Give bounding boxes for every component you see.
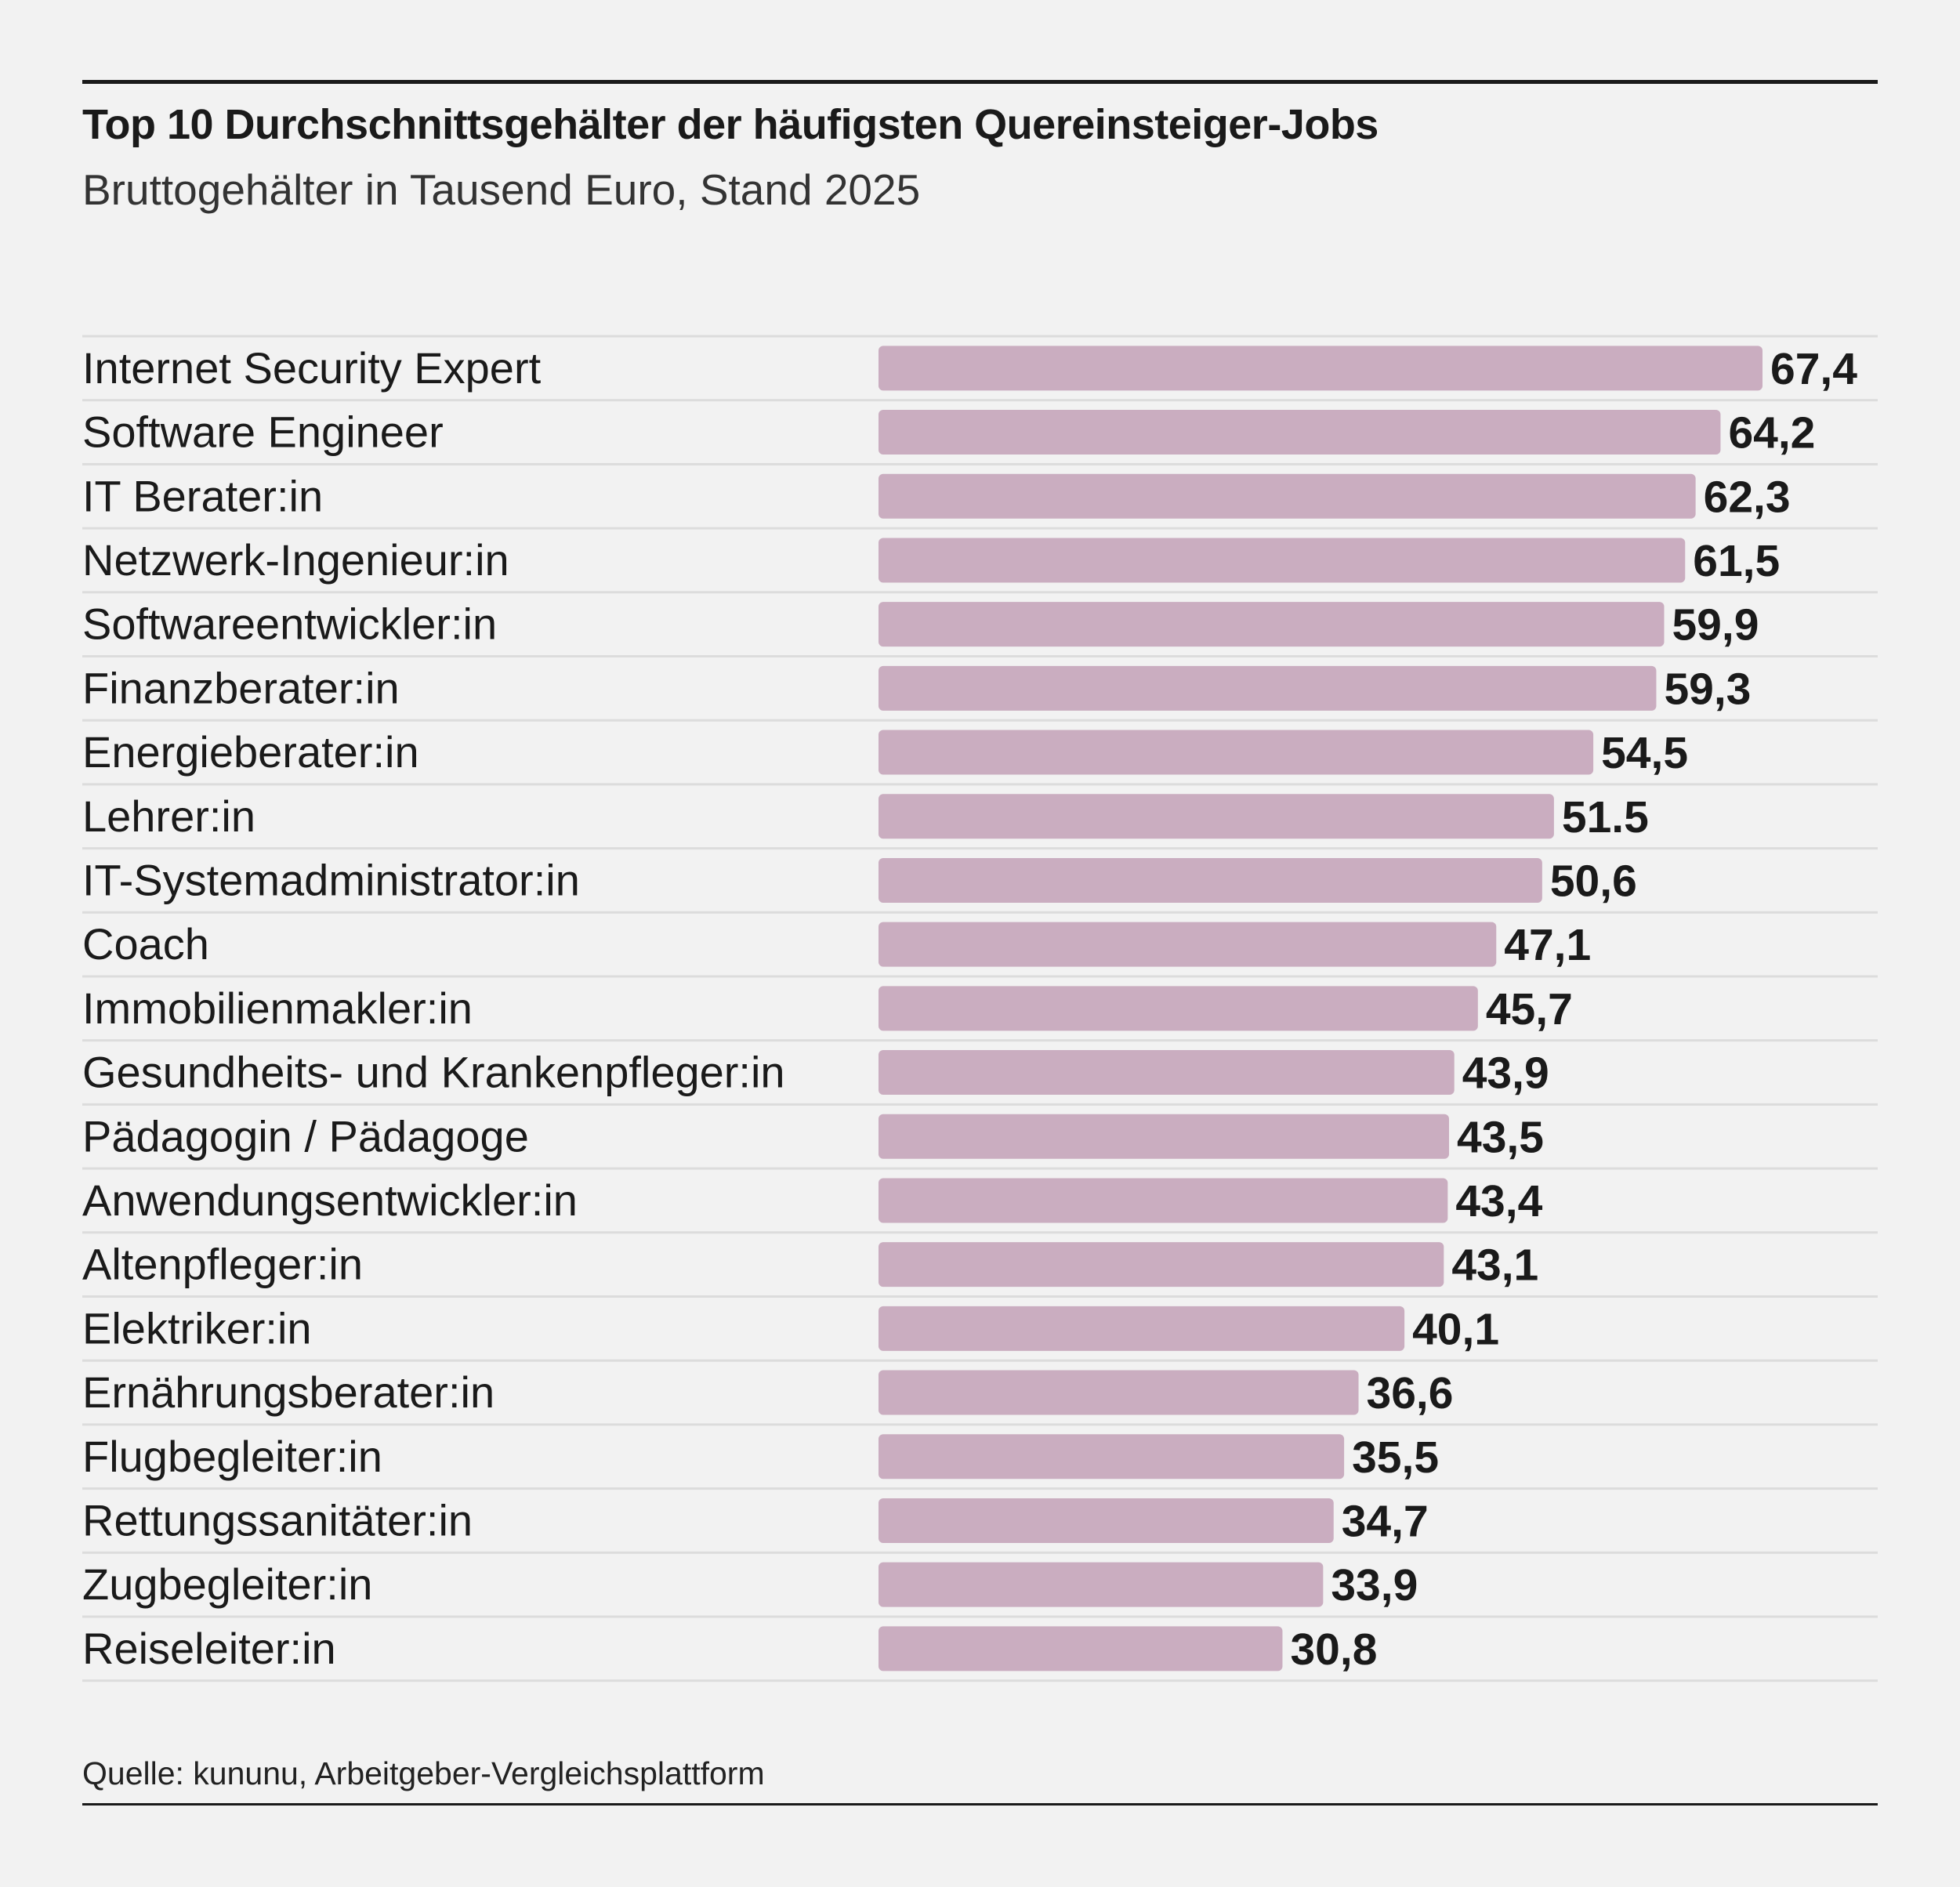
value-label: 43,1: [1451, 1240, 1538, 1291]
row-separator: [82, 527, 1878, 530]
category-label: IT-Systemadministrator:in: [82, 855, 580, 904]
bar: [879, 730, 1594, 775]
row-separator: [82, 1487, 1878, 1490]
row-separator: [82, 719, 1878, 722]
value-label: 62,3: [1704, 472, 1791, 522]
category-label: Altenpfleger:in: [82, 1240, 363, 1289]
bar: [879, 1114, 1450, 1159]
bar: [879, 1242, 1444, 1288]
bar: [879, 1626, 1283, 1671]
row-separator: [82, 655, 1878, 657]
value-label: 45,7: [1486, 984, 1573, 1034]
category-label: Reiseleiter:in: [82, 1624, 336, 1673]
category-label: Flugbegleiter:in: [82, 1432, 382, 1481]
category-label: Internet Security Expert: [82, 343, 542, 393]
row-separator: [82, 1295, 1878, 1298]
row-separator: [82, 847, 1878, 850]
row-separator: [82, 911, 1878, 914]
category-label: Anwendungsentwickler:in: [82, 1175, 578, 1225]
bar: [879, 922, 1497, 967]
source-note: Quelle: kununu, Arbeitgeber-Vergleichspl…: [82, 1755, 765, 1791]
row-separator: [82, 399, 1878, 402]
category-label: Gesundheits- und Krankenpfleger:in: [82, 1048, 785, 1097]
category-label: Coach: [82, 919, 209, 969]
bar: [879, 473, 1696, 519]
top-rule: [82, 80, 1878, 84]
row-separator: [82, 335, 1878, 338]
value-label: 61,5: [1693, 536, 1780, 586]
value-label: 50,6: [1550, 856, 1637, 906]
category-label: Rettungssanitäter:in: [82, 1495, 473, 1545]
category-label: Netzwerk-Ingenieur:in: [82, 535, 509, 585]
row-separator: [82, 1423, 1878, 1426]
value-label: 54,5: [1601, 728, 1688, 778]
category-label: IT Berater:in: [82, 471, 323, 520]
value-label: 59,3: [1664, 664, 1751, 714]
row-separator: [82, 1359, 1878, 1362]
bar: [879, 665, 1657, 711]
row-separator: [82, 1039, 1878, 1042]
category-label: Pädagogin / Pädagoge: [82, 1111, 529, 1161]
bar: [879, 1562, 1324, 1607]
bar: [879, 1178, 1448, 1223]
bar: [879, 794, 1554, 839]
value-label: 30,8: [1290, 1624, 1377, 1675]
row-separator: [82, 1167, 1878, 1170]
bar: [879, 538, 1686, 583]
bar: [879, 1434, 1345, 1480]
bar: [879, 1498, 1334, 1543]
bar: [879, 602, 1665, 647]
row-separator: [82, 1679, 1878, 1682]
value-label: 59,9: [1672, 600, 1759, 650]
value-label: 33,9: [1331, 1560, 1418, 1610]
bar: [879, 410, 1721, 455]
value-label: 34,7: [1342, 1496, 1429, 1546]
row-separator: [82, 591, 1878, 594]
value-label: 51.5: [1562, 792, 1649, 842]
row-separator: [82, 1231, 1878, 1234]
category-label: Immobilienmakler:in: [82, 983, 473, 1033]
category-label: Ernährungsberater:in: [82, 1367, 495, 1417]
category-label: Software Engineer: [82, 407, 444, 457]
chart-title: Top 10 Durchschnittsgehälter der häufigs…: [82, 101, 1379, 148]
row-separator: [82, 783, 1878, 786]
row-separator: [82, 462, 1878, 465]
category-label: Zugbegleiter:in: [82, 1559, 372, 1609]
bar: [879, 1306, 1405, 1351]
row-separator: [82, 975, 1878, 978]
category-label: Softwareentwickler:in: [82, 599, 497, 649]
bar: [879, 857, 1542, 903]
category-label: Finanzberater:in: [82, 663, 400, 712]
value-label: 47,1: [1504, 920, 1591, 970]
value-label: 43,5: [1457, 1112, 1544, 1162]
row-separator: [82, 1103, 1878, 1106]
value-label: 67,4: [1770, 344, 1857, 394]
value-label: 43,4: [1455, 1176, 1542, 1226]
category-label: Lehrer:in: [82, 791, 255, 841]
category-label: Elektriker:in: [82, 1303, 312, 1353]
value-label: 40,1: [1412, 1304, 1499, 1354]
chart-subtitle: Bruttogehälter in Tausend Euro, Stand 20…: [82, 165, 921, 214]
category-label: Energieberater:in: [82, 727, 419, 777]
row-separator: [82, 1615, 1878, 1618]
bar: [879, 986, 1478, 1031]
bar: [879, 346, 1763, 391]
value-label: 64,2: [1728, 408, 1815, 458]
bar: [879, 1370, 1359, 1415]
row-separator: [82, 1551, 1878, 1554]
value-label: 36,6: [1367, 1368, 1454, 1418]
value-label: 35,5: [1352, 1432, 1439, 1483]
bottom-rule: [82, 1803, 1878, 1806]
value-label: 43,9: [1462, 1049, 1549, 1099]
bar: [879, 1050, 1455, 1096]
